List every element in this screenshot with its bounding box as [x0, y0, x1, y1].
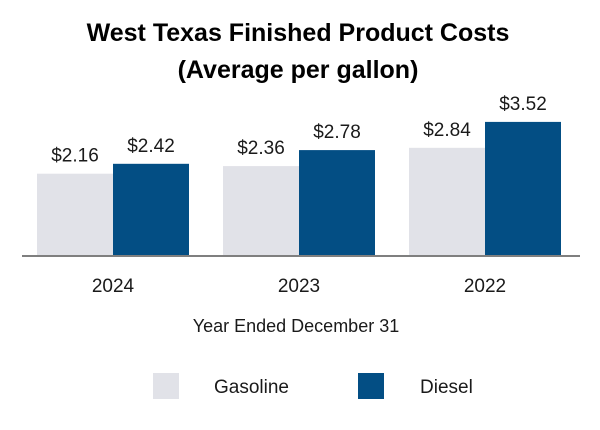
legend-swatch-diesel [358, 373, 384, 399]
bar-gasoline-2023 [223, 166, 299, 256]
data-label-gasoline-2023: $2.36 [237, 138, 285, 159]
bar-gasoline-2022 [409, 147, 485, 256]
legend-label-gasoline: Gasoline [214, 377, 289, 398]
legend: Gasoline Diesel [153, 373, 473, 399]
bar-diesel-2023 [299, 150, 375, 256]
data-label-diesel-2023: $2.78 [313, 122, 361, 143]
bar-labels-group: $2.16 $2.42 $2.36 $2.78 $2.84 $3.52 [51, 94, 547, 167]
data-label-gasoline-2024: $2.16 [51, 146, 99, 167]
legend-label-diesel: Diesel [420, 377, 473, 398]
data-label-diesel-2022: $3.52 [499, 94, 547, 115]
x-axis-title: Year Ended December 31 [193, 316, 399, 336]
x-tick-label-2023: 2023 [278, 276, 320, 297]
tick-labels-group: 2024 2023 2022 [92, 276, 506, 297]
bar-gasoline-2024 [37, 173, 113, 256]
bar-diesel-2022 [485, 121, 561, 257]
bar-diesel-2024 [113, 163, 189, 256]
legend-swatch-gasoline [153, 373, 179, 399]
x-tick-label-2024: 2024 [92, 276, 135, 297]
chart-subtitle: (Average per gallon) [178, 56, 419, 84]
x-tick-label-2022: 2022 [464, 276, 506, 297]
data-label-gasoline-2022: $2.84 [423, 120, 471, 141]
chart-title: West Texas Finished Product Costs [87, 19, 510, 47]
data-label-diesel-2024: $2.42 [127, 136, 175, 157]
bars-group [37, 121, 561, 257]
